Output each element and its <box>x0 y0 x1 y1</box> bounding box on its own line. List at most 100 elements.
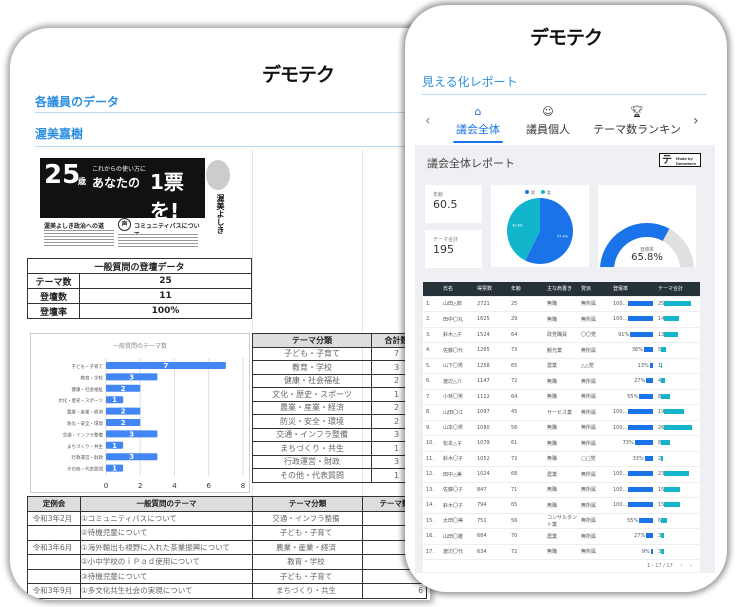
theme-total-bar <box>661 517 668 523</box>
member-data-sheet: デモテク 各議員のデータ 渥美嘉樹 25 歳 これからの使い方に あなたの 1票… <box>10 28 430 600</box>
data-label: 3 <box>129 453 134 461</box>
bar <box>106 384 141 392</box>
gender-pie-chart: 男 女 57.4% 42.6% <box>491 185 589 267</box>
tab-council-overall[interactable]: ⌂ 議会全体 <box>453 105 503 143</box>
theme-category-table: テーマ分類 合計数 子ども・子育て 7 教育・学校 3 健康・社会福祉 2 文化・歴史・スポー… <box>252 333 422 483</box>
tab-member-individual[interactable]: ☺ 議員個人 <box>523 105 573 137</box>
candidate-name-vertical: 渥美よしき <box>216 194 225 234</box>
data-label: 2 <box>121 385 126 393</box>
theme-total-bar <box>664 424 692 430</box>
pagination: 1 - 17 / 17 ‹ › <box>647 563 692 569</box>
table-row: 交通・インフラ整備 3 <box>252 427 422 442</box>
report-area: 議会全体レポート テ Made by Demotech 年齢 60.5 テーマ合… <box>415 145 715 573</box>
attendance-bar <box>628 502 654 508</box>
table-row: 教育・学校 3 <box>252 360 422 375</box>
bar <box>106 441 124 449</box>
attendance-gauge: 登壇率 65.8% <box>598 185 696 267</box>
campaign-flyer-image: 25 歳 これからの使い方に あなたの 1票を! <box>40 158 205 223</box>
table-row: 3. 鈴木△子 1524 64 政党職員 〇〇党 91% 13 <box>423 327 700 343</box>
category-label: 交通・インフラ整備 <box>63 431 104 438</box>
table-row: 7. 小林〇男 1112 64 無職 無所属 55% 8 <box>423 389 700 405</box>
legend-label: 女 <box>547 189 551 195</box>
divider <box>35 146 430 147</box>
x-tick-label: 6 <box>207 482 212 490</box>
question-table: 定例会 一般質問のテーマ テーマ分類 テーマ数 令和3年2月 ①コミュニティバスについて… <box>27 496 427 599</box>
table-row: 9. 山本〇男 1080 58 無職 無所属 100... 26 <box>423 420 700 436</box>
data-label: 1 <box>112 465 117 473</box>
attendance-bar <box>646 378 653 384</box>
summary-table: 一般質問の登壇データ テーマ数 25 登壇数 11 登壇率 100% <box>27 258 252 319</box>
theme-total-bar <box>661 440 670 446</box>
category-label: 農業・産業・経済 <box>67 409 103 416</box>
bar <box>106 464 124 472</box>
attendance-bar <box>628 316 654 322</box>
theme-total-bar <box>661 455 664 461</box>
table-row: 15. 太田〇美 751 56 コンサルタント業 無所属 55% 6 <box>423 513 700 529</box>
table-row: 14. 鈴木〇子 794 65 無職 無所属 100... 15 <box>423 497 700 514</box>
member-name: 渥美嘉樹 <box>35 127 84 141</box>
trophy-icon: 🏆︎ <box>630 105 644 118</box>
theme-total-bar <box>664 409 685 415</box>
table-row: 6. 渡辺△介 1147 72 無職 無所属 27% 4 <box>423 373 700 390</box>
attendance-bar <box>628 409 654 415</box>
attendance-bar <box>649 362 653 368</box>
tab-scroll-right-icon[interactable]: › <box>693 113 699 129</box>
tab-scroll-left-icon[interactable]: ‹ <box>425 113 431 129</box>
phone-report-screen: デモテク 見える化レポート ‹ › ⌂ 議会全体 ☺ 議員個人 🏆︎ テーマ数ラ… <box>405 5 727 592</box>
theme-total-bar <box>664 331 679 337</box>
kpi-card-age: 年齢 60.5 <box>425 185 482 223</box>
table-row: まちづくり・共生 1 <box>252 441 422 456</box>
tab-theme-ranking[interactable]: 🏆︎ テーマ数ランキン <box>593 105 681 136</box>
category-label: 行政運営・財政 <box>72 454 104 461</box>
table-row: 行政運営・財政 3 <box>252 454 422 469</box>
brand-logo: デモテク <box>262 64 335 86</box>
next-page-icon[interactable]: › <box>690 563 692 569</box>
theme-total-bar <box>661 393 670 399</box>
legend-label: 男 <box>531 190 535 195</box>
x-tick-label: 8 <box>241 482 245 490</box>
x-tick-label: 2 <box>138 482 142 490</box>
candidate-photo <box>206 160 230 190</box>
legend-dot <box>525 190 529 194</box>
report-title: 議会全体レポート <box>427 157 515 170</box>
data-label: 3 <box>129 373 134 381</box>
bar <box>106 430 158 438</box>
table-row: 健康・社会福祉 2 <box>252 373 422 388</box>
table-row: 8. 山田〇江 1097 45 サービス業 無所属 100... 19 <box>423 404 700 421</box>
attendance-bar <box>639 393 653 399</box>
category-label: まちづくり・共生 <box>67 443 103 450</box>
gauge-fill <box>600 223 670 267</box>
theme-total-bar <box>661 548 665 554</box>
member-ranking-table: 氏名 得票数 年齢 主な肩書き 党派 登壇率 テーマ合計 1. 山田△郎 2721 25 無職 無所属… <box>423 282 700 572</box>
table-row: 5. 山下〇男 1258 65 農業 △△党 13% 1 <box>423 358 700 374</box>
attendance-bar <box>628 471 654 477</box>
table-row: 令和3年9月 ①多文化共生社会の実現について まちづくり・共生 6 <box>27 583 427 599</box>
theme-bar-chart: 一般質問のテーマ数 0 2 4 6 8 子ども・子育て 7 教育・学校 3 健康・社会福祉 2 文化・歴… <box>30 333 250 493</box>
table-row: 文化・歴史・スポーツ 1 <box>252 387 422 402</box>
x-tick-label: 0 <box>104 482 108 490</box>
data-label: 2 <box>121 419 126 427</box>
table-row: 17. 渡辺〇代 634 72 無職 無所属 9% 3 <box>423 544 700 560</box>
pie-slice <box>507 198 540 261</box>
table-row: 防災・安全・環境 2 <box>252 414 422 429</box>
theme-total-bar <box>664 300 691 306</box>
x-tick-label: 4 <box>172 482 177 490</box>
slice-label: 42.6% <box>512 224 524 228</box>
attendance-bar <box>650 548 653 554</box>
attendance-bar <box>628 486 654 492</box>
theme-total-bar <box>664 486 681 492</box>
section-heading: 各議員のデータ <box>35 95 120 109</box>
theme-total-bar <box>664 316 680 322</box>
category-label: 子ども・子育て <box>72 363 104 370</box>
legend-dot <box>541 190 545 194</box>
category-label: 健康・社会福祉 <box>72 386 104 393</box>
attendance-bar <box>644 347 653 353</box>
bar <box>106 453 158 461</box>
made-by-demotech-badge: テ Made by Demotech <box>659 153 701 167</box>
theme-total-bar <box>661 362 663 368</box>
prev-page-icon[interactable]: ‹ <box>680 563 683 569</box>
theme-total-bar <box>664 502 681 508</box>
